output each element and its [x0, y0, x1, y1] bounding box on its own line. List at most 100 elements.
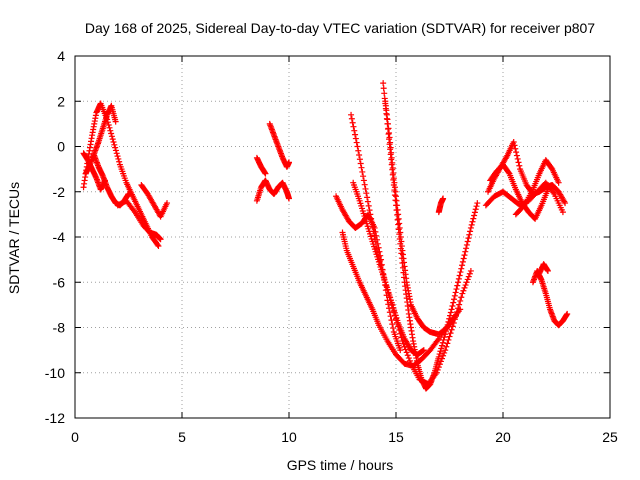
data-point: [441, 334, 448, 341]
data-point: [466, 270, 473, 277]
data-point: [125, 191, 132, 198]
data-point: [366, 207, 373, 214]
x-tick-label: 25: [602, 429, 618, 445]
data-point: [467, 228, 474, 235]
data-point: [109, 136, 116, 143]
data-point: [379, 266, 386, 273]
data-point: [465, 273, 472, 280]
x-axis-label: GPS time / hours: [287, 457, 394, 473]
data-point: [405, 355, 412, 362]
data-point: [354, 143, 361, 150]
data-point: [374, 240, 381, 247]
data-point: [108, 133, 115, 140]
data-point: [447, 312, 454, 319]
data-point: [376, 248, 383, 255]
data-point: [380, 271, 387, 278]
data-point: [383, 292, 390, 299]
data-point: [381, 276, 388, 283]
data-point: [361, 181, 368, 188]
data-point: [363, 190, 370, 197]
data-point: [357, 160, 364, 167]
data-point: [358, 164, 365, 171]
data-point: [449, 303, 456, 310]
data-point: [382, 282, 389, 289]
data-point: [389, 164, 396, 171]
data-point: [462, 282, 469, 289]
data-point: [463, 279, 470, 286]
data-point: [114, 153, 121, 160]
data-point: [460, 255, 467, 262]
data-point: [406, 357, 413, 364]
series-arc-12: [380, 80, 481, 392]
data-point: [451, 296, 458, 303]
data-point: [452, 289, 459, 296]
data-point: [371, 224, 378, 231]
series-arc-19: [487, 161, 551, 222]
series-arc-22: [536, 261, 551, 277]
data-point: [108, 130, 115, 137]
y-tick-label: -2: [53, 184, 66, 200]
data-point: [470, 215, 477, 222]
data-point: [464, 276, 471, 283]
data-point: [463, 241, 470, 248]
data-point: [513, 149, 520, 156]
series-arc-16: [435, 195, 447, 216]
series-arc-08: [266, 120, 292, 170]
data-point: [464, 238, 471, 245]
data-point: [386, 305, 393, 312]
data-point: [468, 221, 475, 228]
chart-title: Day 168 of 2025, Sidereal Day-to-day VTE…: [85, 20, 595, 36]
x-tick-label: 5: [178, 429, 186, 445]
data-point: [514, 155, 521, 162]
data-point: [436, 351, 443, 358]
data-point: [389, 321, 396, 328]
data-point: [387, 144, 394, 151]
data-point: [461, 252, 468, 259]
data-point: [447, 330, 454, 337]
y-axis-label: SDTVAR / TECUs: [6, 182, 22, 294]
data-point: [466, 231, 473, 238]
data-point: [440, 352, 447, 359]
data-point: [388, 149, 395, 156]
data-point: [157, 236, 164, 243]
x-tick-label: 0: [71, 429, 79, 445]
data-point: [348, 111, 355, 118]
y-tick-label: -6: [53, 274, 66, 290]
data-point: [110, 138, 117, 145]
series-arc-02: [82, 102, 119, 177]
data-point: [113, 150, 120, 157]
data-point: [115, 155, 122, 162]
data-point: [364, 198, 371, 205]
data-point: [456, 272, 463, 279]
data-point: [455, 279, 462, 286]
series-arc-21: [529, 267, 571, 329]
data-point: [512, 145, 519, 152]
data-point: [460, 287, 467, 294]
data-point: [438, 345, 445, 352]
data-point: [384, 297, 391, 304]
data-point: [442, 331, 449, 338]
data-point: [380, 85, 387, 92]
y-tick-label: 2: [57, 93, 65, 109]
data-point: [387, 313, 394, 320]
data-point: [387, 139, 394, 146]
grid-lines: [75, 56, 610, 418]
data-point: [390, 325, 397, 332]
data-point: [467, 267, 474, 274]
data-point: [447, 309, 454, 316]
data-point: [365, 202, 372, 209]
data-point: [465, 235, 472, 242]
x-axis-ticks: 0 5 10 15 20 25: [71, 56, 618, 445]
data-point: [471, 212, 478, 219]
data-point: [111, 141, 118, 148]
data-point: [420, 347, 427, 354]
data-point: [112, 144, 119, 151]
data-point: [375, 244, 382, 251]
x-tick-label: 10: [281, 429, 297, 445]
data-point: [386, 309, 393, 316]
data-point: [352, 131, 359, 138]
data-point: [106, 124, 113, 131]
y-tick-label: -8: [53, 320, 66, 336]
data-point: [443, 343, 450, 350]
data-point: [348, 115, 355, 122]
